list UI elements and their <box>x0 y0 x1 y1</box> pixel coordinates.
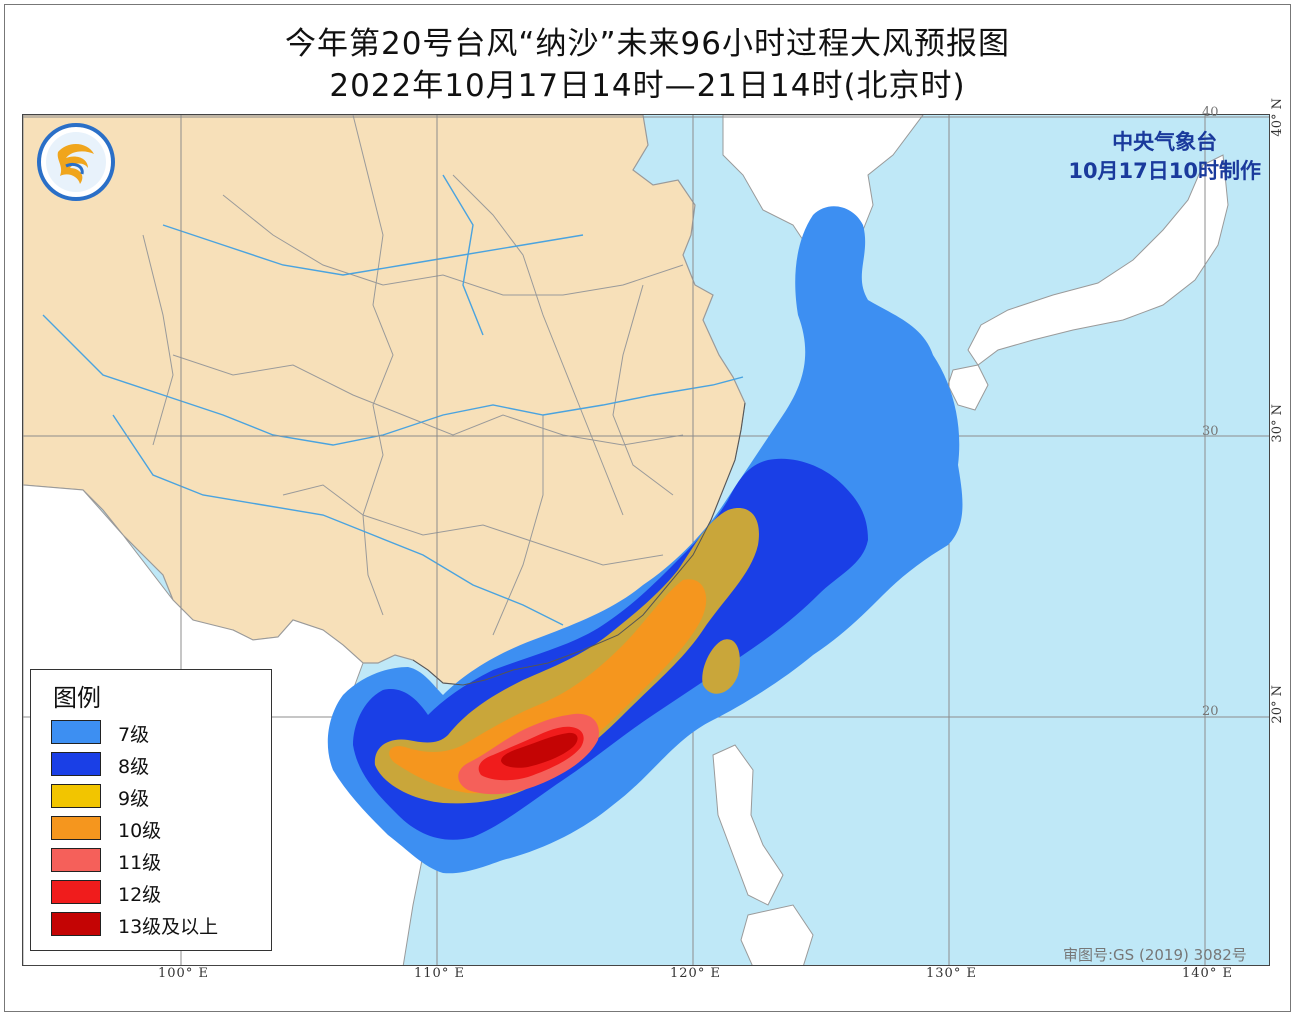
legend-label-9: 9级 <box>118 788 150 810</box>
legend-label-10: 10级 <box>118 820 162 842</box>
wind-zone-13 <box>501 732 578 768</box>
legend-label-13: 13级及以上 <box>118 916 219 938</box>
coastline <box>412 402 746 686</box>
map-canvas <box>23 115 1269 965</box>
wind-zone-9 <box>374 508 759 804</box>
grid-label-20: 20 <box>1202 704 1219 719</box>
legend-swatch-9 <box>51 784 101 808</box>
philippines-south-land <box>740 904 814 965</box>
rivers <box>42 174 744 626</box>
issuer-agency: 中央气象台 <box>1112 130 1218 154</box>
legend-label-8: 8级 <box>118 756 150 778</box>
cma-logo-icon <box>36 122 116 202</box>
japan-land <box>967 154 1229 366</box>
legend-swatch-8 <box>51 752 101 776</box>
legend-swatch-10 <box>51 816 101 840</box>
review-number: 审图号:GS (2019) 3082号 <box>1063 946 1247 964</box>
figure-frame <box>4 4 1291 1012</box>
map-title: 今年第20号台风“纳沙”未来96小时过程大风预报图 <box>284 26 1010 62</box>
lon-label-100: 100° E <box>158 966 209 981</box>
grid-label-40: 40 <box>1202 105 1219 120</box>
legend-label-11: 11级 <box>118 852 162 874</box>
grid-label-30: 30 <box>1202 424 1219 439</box>
issuer-box: 中央气象台 10月17日10时制作 <box>1068 128 1261 186</box>
province-borders <box>142 115 684 636</box>
lat-label-40: 40° N <box>1270 98 1285 137</box>
legend-title: 图例 <box>53 684 101 712</box>
legend-label-12: 12级 <box>118 884 162 906</box>
lon-label-120: 120° E <box>670 966 721 981</box>
lat-label-30: 30° N <box>1270 404 1285 443</box>
legend-swatch-11 <box>51 848 101 872</box>
legend-label-7: 7级 <box>118 724 150 746</box>
legend-swatch-12 <box>51 880 101 904</box>
legend-swatch-7 <box>51 720 101 744</box>
wind-zone-9-taiwan <box>702 639 740 694</box>
legend-swatch-13 <box>51 912 101 936</box>
philippines-land <box>712 744 784 906</box>
map-subtitle: 2022年10月17日14时—21日14时(北京时) <box>329 68 966 104</box>
lat-label-20: 20° N <box>1270 685 1285 724</box>
lon-label-130: 130° E <box>926 966 977 981</box>
map-legend: 图例 7级 8级 9级 10级 11级 12级 13级及以上 <box>30 669 272 951</box>
lon-label-140: 140° E <box>1182 966 1233 981</box>
issuer-issued-time: 10月17日10时制作 <box>1068 159 1261 183</box>
lon-label-110: 110° E <box>414 966 465 981</box>
